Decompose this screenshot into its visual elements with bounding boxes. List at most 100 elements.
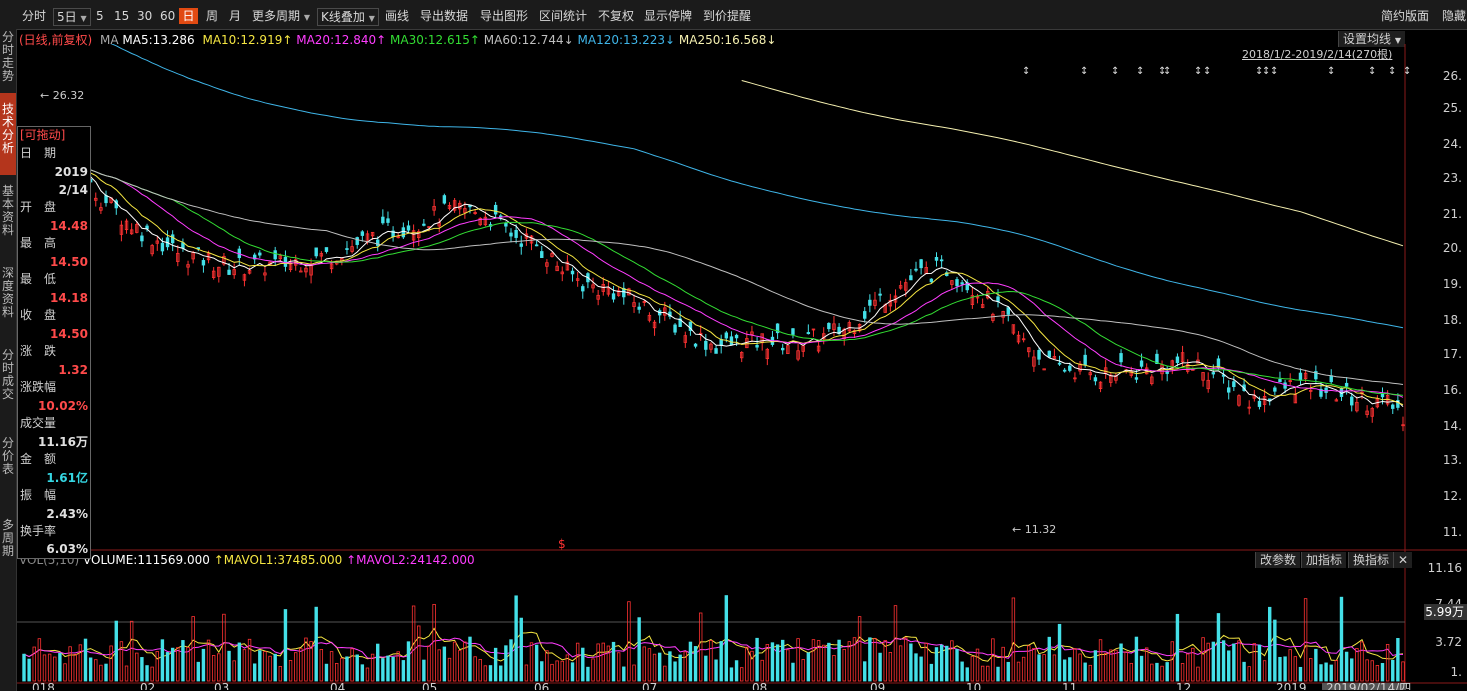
more-periods-button[interactable]: 更多周期 ▼ <box>252 8 310 24</box>
candle-body <box>319 253 324 257</box>
show-suspend-button[interactable]: 显示停牌 <box>644 9 693 23</box>
volume-bar <box>463 641 467 682</box>
volume-bar <box>278 666 283 682</box>
volume-bar <box>1103 652 1108 682</box>
x-tick-label: 06 <box>534 681 549 690</box>
tab-15min[interactable]: 15 <box>114 9 130 23</box>
candle-body <box>755 344 759 348</box>
volume-bar <box>1314 648 1318 682</box>
volume-bar <box>1021 656 1026 682</box>
data-info-panel[interactable]: [可拖动] 日 期 2019 2/14 开 盘 14.48 最 高 14.50 … <box>17 126 91 559</box>
volume-bar <box>452 641 457 682</box>
candle-body <box>452 200 457 211</box>
hide-button[interactable]: 隐藏 <box>1442 9 1467 23</box>
close-icon[interactable]: ✕ <box>1393 552 1413 568</box>
draw-line-button[interactable]: 画线 <box>385 9 410 23</box>
volume-bar <box>668 651 672 682</box>
change-params-button[interactable]: 改参数 <box>1255 552 1301 568</box>
candle-body <box>406 225 411 231</box>
volume-bar <box>53 656 57 682</box>
turnover-label: 换手率 <box>20 524 57 538</box>
ma10-value: MA10:12.919 <box>202 33 283 47</box>
volume-bar <box>622 666 626 682</box>
volume-bar <box>196 661 200 682</box>
candle-body <box>1021 338 1026 341</box>
tab-5min[interactable]: 5 <box>96 9 104 23</box>
candle-body <box>1334 399 1339 402</box>
low-label: 最 低 <box>20 272 57 286</box>
event-arrow-icon: ↕ <box>1403 66 1411 77</box>
candle-body <box>1288 380 1292 382</box>
candle-body <box>842 328 846 340</box>
ma-settings-label: 设置均线 <box>1343 32 1392 46</box>
volume-bar <box>1380 663 1385 682</box>
kline-overlay-button[interactable]: K线叠加 ▼ <box>317 8 379 26</box>
sidebar-tab-multi-period[interactable]: 多周期 <box>1 518 14 558</box>
export-data-button[interactable]: 导出数据 <box>420 9 469 23</box>
x-tick-label: 11 <box>1062 681 1077 690</box>
volume-bar <box>191 616 195 682</box>
event-arrow-icon: ↕ <box>1203 66 1211 77</box>
ma5-line <box>23 158 1404 407</box>
tab-intraday[interactable]: 分时 <box>22 9 47 23</box>
candle-body <box>176 252 180 262</box>
candle-body <box>509 232 513 237</box>
price-tick-label: 20. <box>1443 241 1462 255</box>
x-tick-label: 12 <box>1176 681 1191 690</box>
candle-body <box>170 234 175 244</box>
volume-bar <box>1370 660 1374 682</box>
sidebar-tab-technical[interactable]: 技术分析 <box>0 93 16 175</box>
volume-bar <box>1083 662 1087 682</box>
range-stats-button[interactable]: 区间统计 <box>539 9 588 23</box>
add-indicator-button[interactable]: 加指标 <box>1301 552 1347 568</box>
switch-indicator-button[interactable]: 换指标 <box>1348 552 1394 568</box>
price-alert-button[interactable]: 到价提醒 <box>703 9 752 23</box>
volume-bar <box>1257 644 1262 682</box>
tab-daily[interactable]: 日 <box>179 8 198 24</box>
event-arrow-icon: ↕ <box>1080 66 1088 77</box>
volume-bar <box>914 653 918 682</box>
ma250-value: MA250:16.568 <box>678 33 767 47</box>
volume-bar <box>945 645 949 682</box>
volume-bar <box>560 660 564 682</box>
simple-layout-button[interactable]: 简约版面 <box>1381 9 1430 23</box>
candle-body <box>376 239 380 246</box>
volume-bar <box>1375 665 1380 682</box>
tab-weekly[interactable]: 周 <box>206 9 219 23</box>
year-value: 2019 <box>54 165 88 179</box>
volume-bar <box>1109 649 1113 682</box>
candle-body <box>1344 382 1349 387</box>
export-chart-button[interactable]: 导出图形 <box>480 9 529 23</box>
volume-bar <box>1247 666 1251 682</box>
candlestick-chart[interactable]: 26. 25. 24. 23. 21. 20. 19. 18. 17. 16. 14. 13. 12. 1… <box>17 44 1467 690</box>
ma60-value: MA60:12.744 <box>483 33 564 47</box>
tab-60min[interactable]: 60 <box>160 9 176 23</box>
candle-body <box>970 295 975 305</box>
tab-5day[interactable]: 5日 ▼ <box>53 8 91 26</box>
sidebar-tab-price-table[interactable]: 分价表 <box>1 436 14 476</box>
sidebar-tab-basic-info[interactable]: 基本资料 <box>1 184 14 237</box>
price-tick-label: 13. <box>1443 453 1462 467</box>
volume-bar <box>1088 664 1092 682</box>
candle-body <box>591 284 595 289</box>
sidebar-tab-intraday[interactable]: 分时走势 <box>1 30 14 83</box>
sidebar-tab-deep-info[interactable]: 深度资料 <box>1 266 14 319</box>
volume-bar <box>1339 596 1344 682</box>
tab-monthly[interactable]: 月 <box>229 9 242 23</box>
volume-bar <box>314 606 318 682</box>
candle-body <box>504 222 508 227</box>
candle-body <box>1391 404 1395 409</box>
event-arrow-icon: ↕ <box>1255 66 1263 77</box>
draggable-label[interactable]: [可拖动] <box>20 128 66 142</box>
candle-body <box>1350 396 1354 406</box>
candle-body <box>632 302 636 307</box>
sidebar-tab-trades[interactable]: 分时成交 <box>1 348 14 401</box>
volume-bar <box>1329 664 1333 682</box>
down-arrow-icon: ↓ <box>665 33 676 47</box>
tab-30min[interactable]: 30 <box>137 9 153 23</box>
ma-settings-button[interactable]: 设置均线 ▼ <box>1338 31 1405 47</box>
candle-body <box>888 299 893 307</box>
volume-bar <box>58 652 62 682</box>
no-adjust-button[interactable]: 不复权 <box>598 9 635 23</box>
ma-legend: (日线,前复权) MA MA5:13.286 MA10:12.919↑ MA20… <box>19 31 776 47</box>
